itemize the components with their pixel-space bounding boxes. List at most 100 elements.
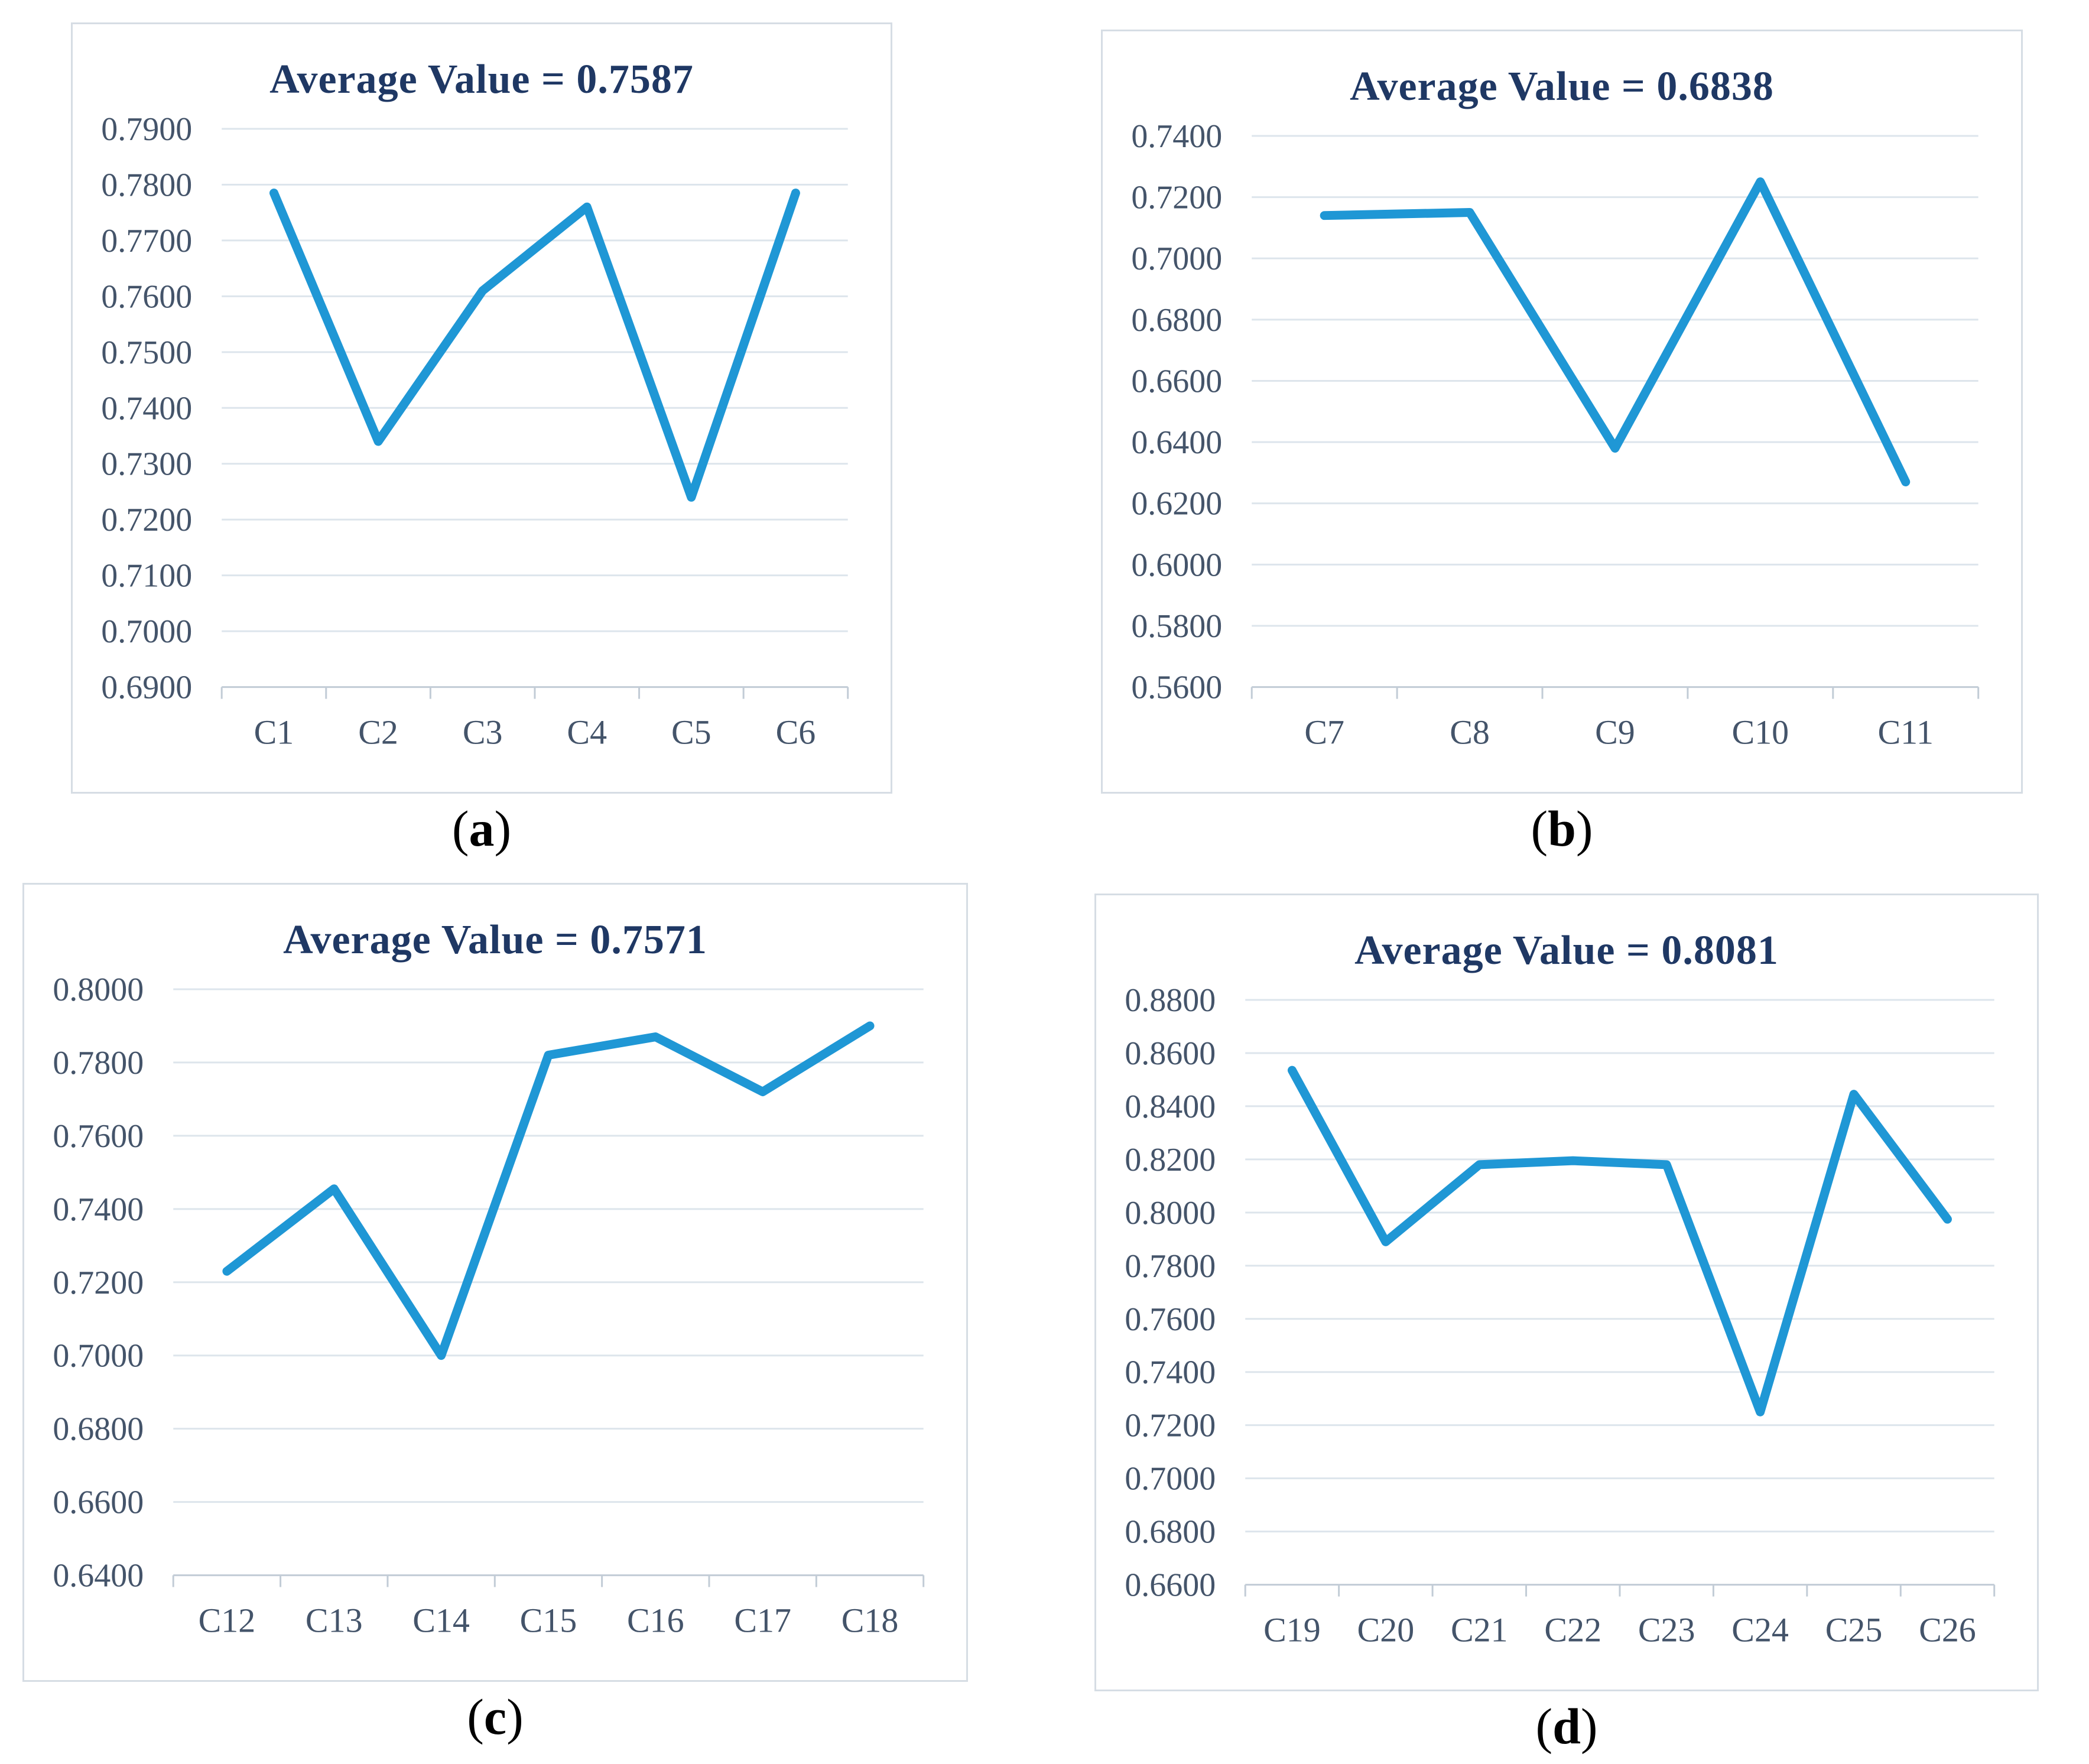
x-axis-category-label: C23 [1638, 1610, 1695, 1649]
y-axis-tick-label: 0.7300 [101, 446, 192, 482]
x-axis-category-label: C16 [627, 1601, 684, 1639]
y-axis-tick-label: 0.7000 [1125, 1460, 1216, 1497]
chart-c-caption: (c) [467, 1691, 523, 1742]
chart-c: Average Value = 0.7571 0.8000 0.7800 0.760… [22, 883, 968, 1682]
caption-close-paren: ) [1580, 1698, 1598, 1755]
caption-letter: a [469, 800, 495, 857]
y-axis-tick-label: 0.6200 [1131, 485, 1222, 522]
caption-open-paren: ( [1535, 1698, 1553, 1755]
caption-letter: b [1548, 800, 1576, 857]
y-axis-tick-label: 0.6800 [53, 1411, 144, 1447]
x-axis-category-label: C5 [671, 713, 712, 751]
chart-b-title: Average Value = 0.6838 [1350, 64, 1774, 109]
y-axis-tick-label: 0.5800 [1131, 608, 1222, 644]
y-axis-tick-label: 0.7400 [53, 1191, 144, 1227]
y-axis-tick-label: 0.8000 [1125, 1194, 1216, 1231]
y-axis-tick-label: 0.6900 [101, 669, 192, 706]
y-axis-tick-label: 0.8400 [1125, 1088, 1216, 1125]
y-axis-tick-label: 0.6800 [1131, 301, 1222, 338]
y-axis-tick-label: 0.6800 [1125, 1513, 1216, 1550]
caption-open-paren: ( [451, 800, 469, 857]
chart-panel-b: Average Value = 0.6838 0.7400 0.7200 0.700… [1101, 30, 2023, 854]
chart-panel-a: Average Value = 0.7587 0.7900 0.7800 0.770… [71, 22, 892, 854]
y-axis-tick-label: 0.7000 [101, 613, 192, 650]
y-axis-tick-label: 0.7400 [101, 390, 192, 427]
x-axis-category-label: C14 [412, 1601, 470, 1639]
x-axis-category-label: C6 [776, 713, 816, 751]
chart-b-plot: 0.7400 0.7200 0.7000 0.6800 0.6600 0.6400 0.62… [1131, 118, 1980, 751]
y-axis-tick-label: 0.8200 [1125, 1141, 1216, 1178]
x-axis-category-label: C1 [254, 713, 294, 751]
y-axis-tick-label: 0.7800 [1125, 1248, 1216, 1284]
x-axis-category-label: C20 [1357, 1610, 1415, 1649]
x-axis-category-label: C9 [1595, 713, 1635, 751]
y-axis-tick-label: 0.6600 [53, 1484, 144, 1521]
y-axis-tick-label: 0.7500 [101, 334, 192, 371]
x-axis-category-label: C2 [358, 713, 398, 751]
chart-c-title: Average Value = 0.7571 [283, 917, 707, 963]
x-axis-category-label: C22 [1544, 1610, 1601, 1649]
chart-b-caption: (b) [1531, 803, 1593, 854]
y-axis-tick-label: 0.8800 [1125, 982, 1216, 1018]
x-axis-category-label: C18 [842, 1601, 899, 1639]
y-axis-tick-label: 0.8600 [1125, 1035, 1216, 1071]
x-axis-category-label: C25 [1825, 1610, 1883, 1649]
y-axis-tick-label: 0.7400 [1125, 1354, 1216, 1391]
chart-a: Average Value = 0.7587 0.7900 0.7800 0.770… [71, 22, 892, 794]
x-axis-category-label: C26 [1919, 1610, 1976, 1649]
y-axis-tick-label: 0.7700 [101, 222, 192, 259]
chart-d-title: Average Value = 0.8081 [1354, 928, 1779, 973]
chart-a-plot: 0.7900 0.7800 0.7700 0.7600 0.7500 0.7400 0.73… [101, 111, 849, 751]
x-axis-category-label: C3 [463, 713, 503, 751]
x-axis-category-label: C21 [1451, 1610, 1508, 1649]
y-axis-tick-label: 0.6600 [1125, 1567, 1216, 1603]
y-axis-tick-label: 0.7800 [101, 167, 192, 203]
caption-letter: c [483, 1688, 507, 1745]
y-axis-tick-label: 0.7200 [1125, 1407, 1216, 1444]
chart-panel-c: Average Value = 0.7571 0.8000 0.7800 0.760… [22, 883, 968, 1742]
x-axis-category-label: C24 [1731, 1610, 1789, 1649]
series-line [1320, 177, 1911, 486]
y-axis-tick-label: 0.6400 [1131, 424, 1222, 461]
series-line [269, 188, 800, 502]
caption-letter: d [1552, 1698, 1581, 1755]
y-axis-tick-label: 0.7100 [101, 557, 192, 594]
y-axis-tick-label: 0.7000 [1131, 241, 1222, 277]
y-axis-tick-label: 0.6000 [1131, 547, 1222, 583]
chart-panel-d: Average Value = 0.8081 0.8800 0.8600 0.840… [1094, 894, 2039, 1752]
caption-open-paren: ( [1531, 800, 1548, 857]
x-axis-category-label: C12 [199, 1601, 256, 1639]
y-axis-tick-label: 0.7400 [1131, 118, 1222, 154]
chart-c-plot: 0.8000 0.7800 0.7600 0.7400 0.7200 0.7000 0.68… [53, 971, 925, 1639]
y-axis-tick-label: 0.7600 [53, 1117, 144, 1154]
chart-a-caption: (a) [452, 803, 511, 854]
y-axis-tick-label: 0.7200 [101, 502, 192, 538]
y-axis-tick-label: 0.7900 [101, 111, 192, 147]
y-axis-tick-label: 0.7200 [1131, 179, 1222, 216]
chart-d: Average Value = 0.8081 0.8800 0.8600 0.840… [1094, 894, 2039, 1691]
chart-a-title: Average Value = 0.7587 [269, 57, 694, 102]
y-axis-tick-label: 0.8000 [53, 971, 144, 1008]
series-line [222, 1021, 875, 1360]
caption-close-paren: ) [1575, 800, 1593, 857]
x-axis-category-label: C4 [567, 713, 607, 751]
x-axis-category-label: C19 [1263, 1610, 1321, 1649]
series-line [1287, 1065, 1952, 1417]
y-axis-tick-label: 0.7200 [53, 1264, 144, 1301]
x-axis-category-label: C17 [734, 1601, 791, 1639]
y-axis-tick-label: 0.7800 [53, 1044, 144, 1081]
y-axis-tick-label: 0.6600 [1131, 363, 1222, 399]
chart-b: Average Value = 0.6838 0.7400 0.7200 0.700… [1101, 30, 2023, 794]
y-axis-tick-label: 0.6400 [53, 1557, 144, 1594]
caption-close-paren: ) [506, 1688, 524, 1745]
y-axis-tick-label: 0.7000 [53, 1337, 144, 1374]
y-axis-tick-label: 0.7600 [1125, 1301, 1216, 1337]
caption-close-paren: ) [494, 800, 512, 857]
x-axis-category-label: C7 [1304, 713, 1344, 751]
x-axis-category-label: C15 [520, 1601, 577, 1639]
chart-d-plot: 0.8800 0.8600 0.8400 0.8200 0.8000 0.7800 0.76… [1125, 982, 1996, 1649]
x-axis-category-label: C11 [1878, 713, 1934, 751]
y-axis-tick-label: 0.5600 [1131, 669, 1222, 706]
y-axis-tick-label: 0.7600 [101, 278, 192, 315]
chart-d-caption: (d) [1535, 1701, 1597, 1752]
